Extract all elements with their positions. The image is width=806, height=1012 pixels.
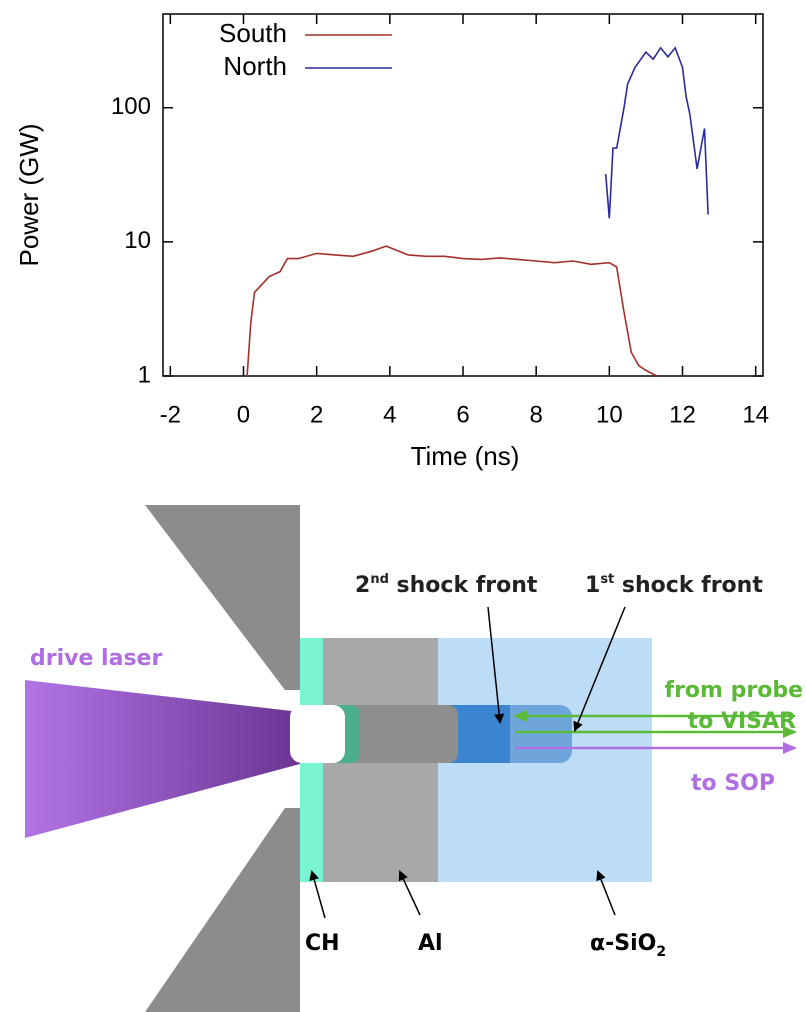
x-tick-label: -2	[160, 401, 181, 428]
label: CH	[305, 931, 340, 956]
label: 2nd shock front	[355, 572, 538, 598]
pointer	[573, 606, 626, 732]
legend-label: South	[219, 18, 287, 48]
pointer	[487, 606, 505, 724]
label-sup: nd	[370, 572, 389, 587]
ablation-hole	[290, 705, 345, 763]
x-axis-label: Time (ns)	[411, 441, 520, 471]
x-tick-label: 0	[237, 401, 250, 428]
label-sup: st	[600, 572, 614, 587]
chart: Time (ns) Power (GW) -2 0 2 4 6 8 10 12 14 1 10 100…	[14, 13, 769, 471]
x-tick-label: 10	[596, 401, 623, 428]
y-tick-label: 1	[138, 361, 151, 388]
label-sub: 2	[656, 944, 666, 960]
legend-label: North	[223, 51, 287, 81]
laser-beam	[25, 680, 300, 838]
x-tick-label: 12	[669, 401, 696, 428]
diagram: drive laser 2nd shock front 1st shock fr…	[25, 505, 803, 1012]
x-tick-label: 4	[383, 401, 396, 428]
series-line	[604, 46, 709, 219]
label-part: 2	[355, 573, 370, 598]
label: α-SiO2	[590, 931, 666, 960]
label-part: shock front	[389, 573, 538, 598]
label-part: α-SiO	[590, 931, 656, 956]
label: to SOP	[691, 771, 775, 796]
label: to VISAR	[688, 709, 796, 734]
pointer	[398, 870, 421, 916]
label: 1st shock front	[585, 572, 763, 598]
shocked-al	[340, 705, 458, 763]
series-line	[246, 245, 658, 377]
label: Al	[418, 931, 443, 956]
label-part: shock front	[614, 573, 763, 598]
y-tick-label: 10	[124, 227, 151, 254]
label-part: 1	[585, 573, 600, 598]
x-tick-label: 8	[529, 401, 542, 428]
x-tick-label: 14	[742, 401, 769, 428]
label: drive laser	[30, 646, 162, 671]
cone-upper	[145, 505, 300, 690]
y-axis-label: Power (GW)	[14, 124, 44, 267]
cone-lower	[145, 808, 300, 1012]
x-tick-label: 2	[310, 401, 323, 428]
pointer	[309, 870, 326, 919]
x-tick-label: 6	[456, 401, 469, 428]
pointer	[596, 870, 616, 916]
y-tick-label: 100	[111, 93, 151, 120]
label: from probe	[665, 678, 804, 703]
